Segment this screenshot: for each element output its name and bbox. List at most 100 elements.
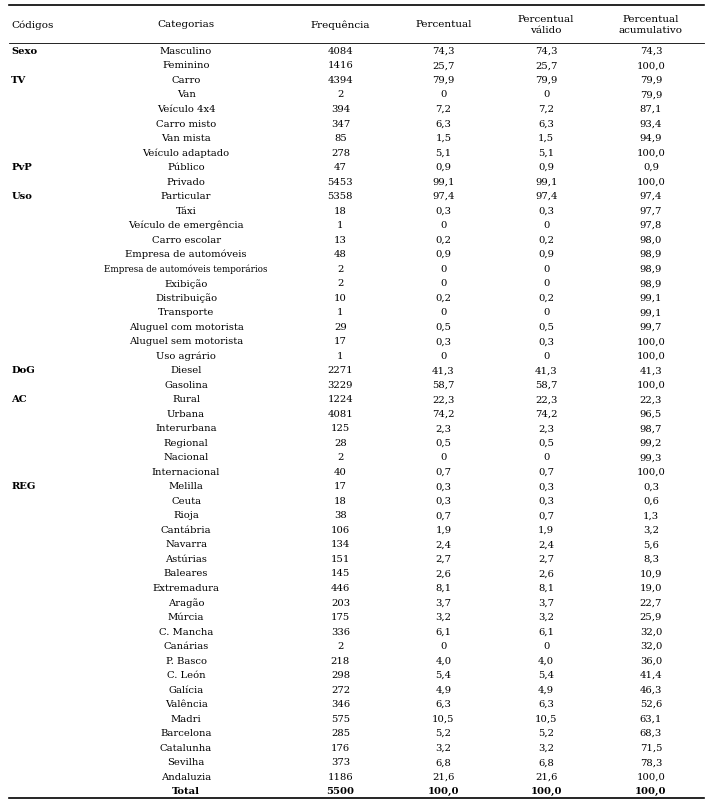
Text: 100,0: 100,0 <box>637 351 665 360</box>
Text: Catalunha: Catalunha <box>160 743 212 751</box>
Text: 6,1: 6,1 <box>435 627 452 636</box>
Text: Melilla: Melilla <box>169 482 204 491</box>
Text: 99,1: 99,1 <box>640 308 662 317</box>
Text: 100,0: 100,0 <box>637 468 665 476</box>
Text: 6,3: 6,3 <box>435 119 452 128</box>
Text: 0,5: 0,5 <box>538 439 555 448</box>
Text: 203: 203 <box>331 597 350 607</box>
Text: Veículo 4x4: Veículo 4x4 <box>157 105 215 114</box>
Text: 46,3: 46,3 <box>640 685 662 694</box>
Text: 79,9: 79,9 <box>432 76 454 85</box>
Text: 1,5: 1,5 <box>435 134 452 143</box>
Text: 7,2: 7,2 <box>435 105 452 114</box>
Text: 8,1: 8,1 <box>538 583 555 592</box>
Text: Interurbana: Interurbana <box>155 423 217 433</box>
Text: 3,2: 3,2 <box>643 525 659 534</box>
Text: 68,3: 68,3 <box>640 728 662 737</box>
Text: 5,4: 5,4 <box>538 670 555 679</box>
Text: Empresa de automóveis temporários: Empresa de automóveis temporários <box>104 264 268 273</box>
Text: 0,5: 0,5 <box>538 322 555 331</box>
Text: 0,3: 0,3 <box>435 496 452 505</box>
Text: 2271: 2271 <box>327 366 354 375</box>
Text: 10,5: 10,5 <box>535 714 557 723</box>
Text: 5358: 5358 <box>328 192 353 200</box>
Text: 99,2: 99,2 <box>640 439 662 448</box>
Text: 4084: 4084 <box>327 47 354 56</box>
Text: Van: Van <box>177 91 195 99</box>
Text: 0: 0 <box>440 351 447 360</box>
Text: 96,5: 96,5 <box>640 409 662 419</box>
Text: 32,0: 32,0 <box>640 642 662 650</box>
Text: 18: 18 <box>334 496 347 505</box>
Text: TV: TV <box>11 76 26 85</box>
Text: 85: 85 <box>334 134 346 143</box>
Text: Aluguel com motorista: Aluguel com motorista <box>129 322 244 331</box>
Text: 1,9: 1,9 <box>538 525 555 534</box>
Text: 1416: 1416 <box>327 62 354 71</box>
Text: 100,0: 100,0 <box>637 337 665 346</box>
Text: Percentual
acumulativo: Percentual acumulativo <box>619 15 683 34</box>
Text: 0: 0 <box>543 221 550 230</box>
Text: 0,9: 0,9 <box>643 163 659 172</box>
Text: 373: 373 <box>331 757 350 766</box>
Text: 98,0: 98,0 <box>640 235 662 245</box>
Text: 0,3: 0,3 <box>435 206 452 215</box>
Text: Percentual: Percentual <box>415 20 471 30</box>
Text: 100,0: 100,0 <box>637 148 665 157</box>
Text: 3,2: 3,2 <box>538 612 555 622</box>
Text: 22,7: 22,7 <box>640 597 662 607</box>
Text: 2,6: 2,6 <box>538 569 554 577</box>
Text: 0,5: 0,5 <box>435 439 452 448</box>
Text: 10: 10 <box>334 294 347 302</box>
Text: 6,3: 6,3 <box>538 119 554 128</box>
Text: 98,7: 98,7 <box>640 423 662 433</box>
Text: 176: 176 <box>331 743 350 751</box>
Text: 0: 0 <box>543 279 550 288</box>
Text: 5453: 5453 <box>327 177 354 186</box>
Text: 125: 125 <box>331 423 350 433</box>
Text: 5,2: 5,2 <box>538 728 555 737</box>
Text: 2,7: 2,7 <box>538 554 555 563</box>
Text: 0,9: 0,9 <box>435 163 452 172</box>
Text: Regional: Regional <box>164 439 209 448</box>
Text: Aragão: Aragão <box>168 597 204 607</box>
Text: Carro misto: Carro misto <box>156 119 217 128</box>
Text: 0,9: 0,9 <box>538 163 555 172</box>
Text: 79,9: 79,9 <box>640 76 662 85</box>
Text: 63,1: 63,1 <box>640 714 662 723</box>
Text: 175: 175 <box>331 612 350 622</box>
Text: 1: 1 <box>337 308 344 317</box>
Text: 2,6: 2,6 <box>435 569 452 577</box>
Text: 22,3: 22,3 <box>535 395 557 403</box>
Text: 0,5: 0,5 <box>435 322 452 331</box>
Text: 38: 38 <box>334 511 346 520</box>
Text: 94,9: 94,9 <box>640 134 662 143</box>
Text: 100,0: 100,0 <box>530 786 562 796</box>
Text: REG: REG <box>11 482 36 491</box>
Text: 106: 106 <box>331 525 350 534</box>
Text: 17: 17 <box>334 482 347 491</box>
Text: Extremadura: Extremadura <box>153 583 219 592</box>
Text: 0: 0 <box>543 265 550 273</box>
Text: 100,0: 100,0 <box>635 786 667 796</box>
Text: 4,9: 4,9 <box>435 685 452 694</box>
Text: 0,3: 0,3 <box>538 496 555 505</box>
Text: 2,7: 2,7 <box>435 554 452 563</box>
Text: 278: 278 <box>331 148 350 157</box>
Text: Astúrias: Astúrias <box>165 554 207 563</box>
Text: 17: 17 <box>334 337 347 346</box>
Text: 100,0: 100,0 <box>637 380 665 389</box>
Text: P. Basco: P. Basco <box>165 656 207 665</box>
Text: Uso: Uso <box>11 192 32 200</box>
Text: 298: 298 <box>331 670 350 679</box>
Text: 100,0: 100,0 <box>427 786 459 796</box>
Text: 74,3: 74,3 <box>535 47 557 56</box>
Text: 6,8: 6,8 <box>538 757 554 766</box>
Text: 41,3: 41,3 <box>432 366 454 375</box>
Text: 4,9: 4,9 <box>538 685 555 694</box>
Text: Percentual
válido: Percentual válido <box>518 15 574 34</box>
Text: 0: 0 <box>543 308 550 317</box>
Text: Urbana: Urbana <box>167 409 205 419</box>
Text: 0: 0 <box>543 351 550 360</box>
Text: 0,3: 0,3 <box>435 482 452 491</box>
